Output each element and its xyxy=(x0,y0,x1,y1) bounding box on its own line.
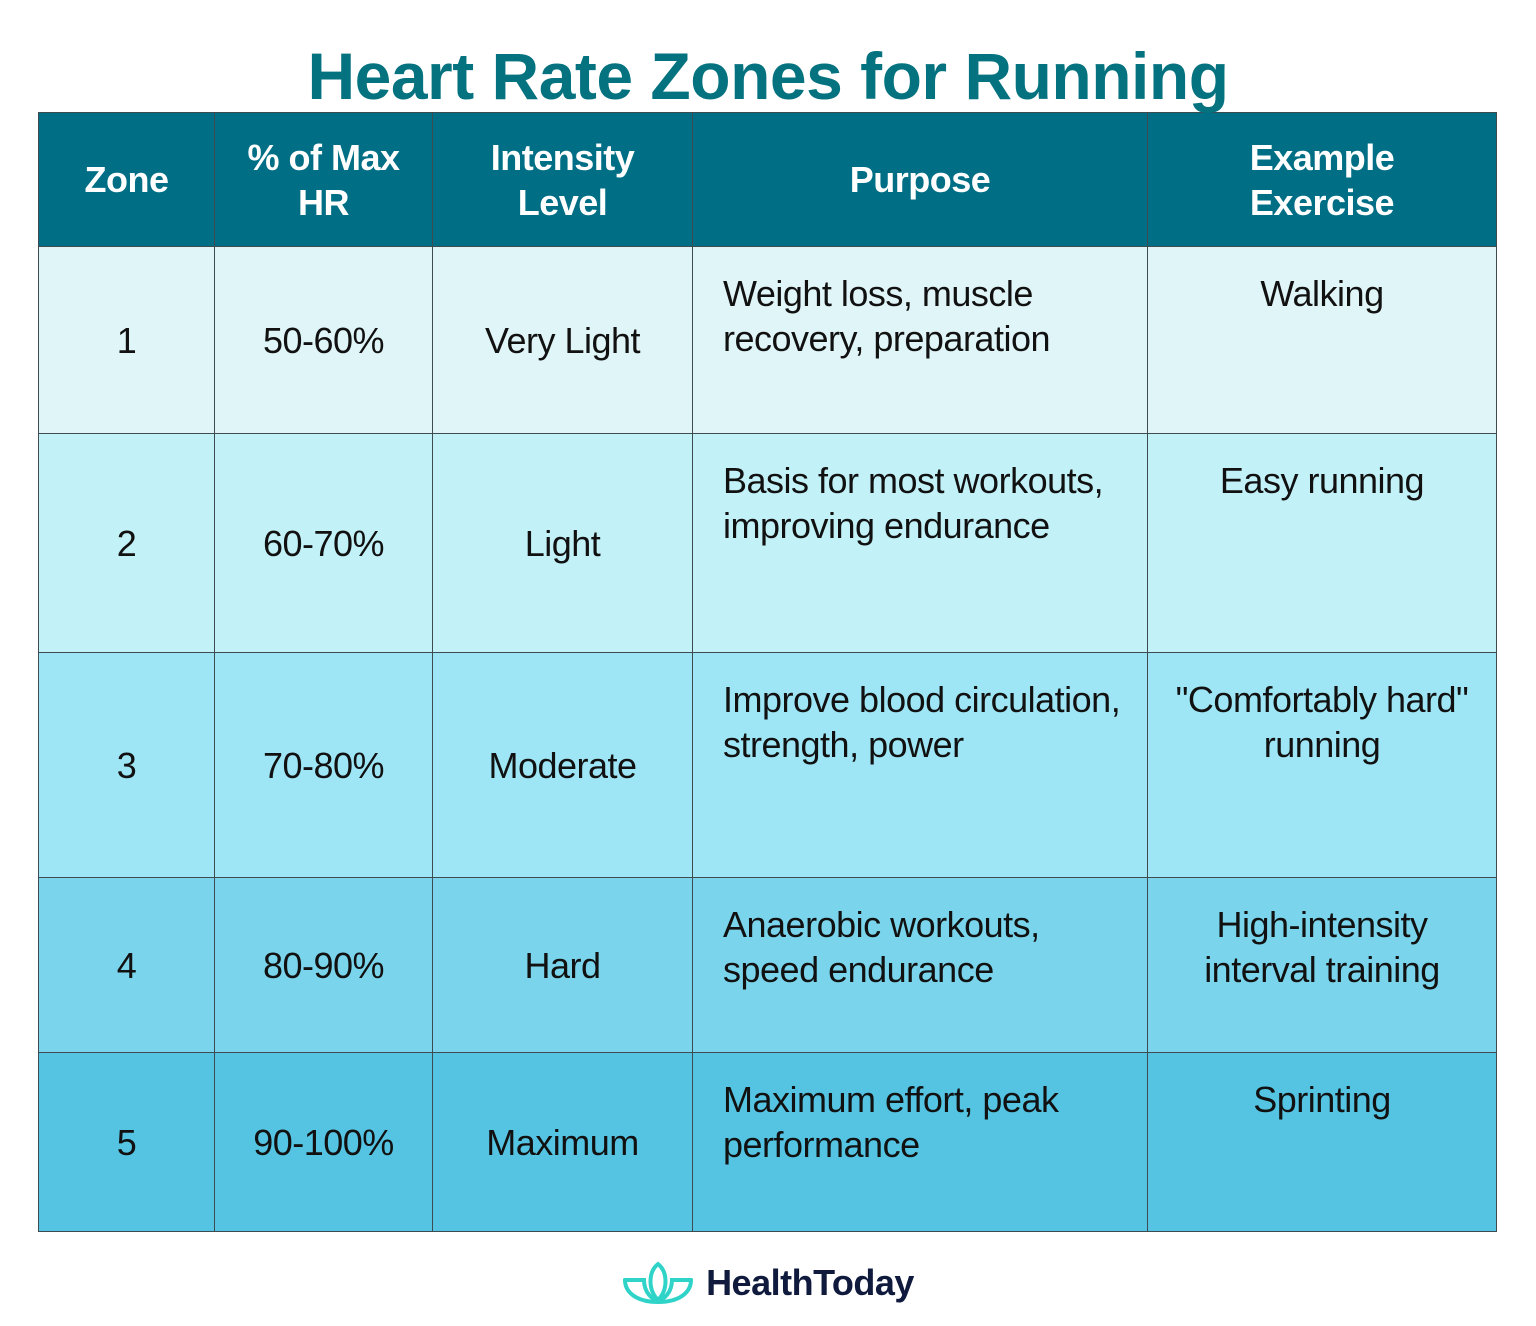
table-row: 1 50-60% Very Light Weight loss, muscle … xyxy=(38,246,1497,434)
intensity-cell: Hard xyxy=(432,877,693,1053)
example-cell: High-intensity interval training xyxy=(1147,877,1497,1053)
header-zone: Zone xyxy=(38,112,215,247)
header-intensity: Intensity Level xyxy=(432,112,693,247)
pct-cell: 80-90% xyxy=(214,877,433,1053)
example-cell: "Comfortably hard" running xyxy=(1147,652,1497,878)
table-row: 4 80-90% Hard Anaerobic workouts, speed … xyxy=(38,877,1497,1053)
table-row: 2 60-70% Light Basis for most workouts, … xyxy=(38,433,1497,653)
intensity-cell: Light xyxy=(432,433,693,653)
intensity-cell: Very Light xyxy=(432,246,693,434)
pct-cell: 60-70% xyxy=(214,433,433,653)
zone-cell: 2 xyxy=(38,433,215,653)
lotus-icon xyxy=(623,1261,694,1305)
purpose-cell: Improve blood circulation, strength, pow… xyxy=(692,652,1148,878)
zone-cell: 3 xyxy=(38,652,215,878)
table-row: 5 90-100% Maximum Maximum effort, peak p… xyxy=(38,1052,1497,1232)
example-cell: Walking xyxy=(1147,246,1497,434)
brand-logo: HealthToday xyxy=(0,1260,1536,1306)
example-cell: Sprinting xyxy=(1147,1052,1497,1232)
table-header-row: Zone % of Max HR Intensity Level Purpose… xyxy=(38,112,1497,247)
zone-cell: 4 xyxy=(38,877,215,1053)
intensity-cell: Maximum xyxy=(432,1052,693,1232)
zone-cell: 1 xyxy=(38,246,215,434)
intensity-cell: Moderate xyxy=(432,652,693,878)
heart-rate-zones-table: Zone % of Max HR Intensity Level Purpose… xyxy=(38,112,1497,1232)
purpose-cell: Maximum effort, peak performance xyxy=(692,1052,1148,1232)
example-cell: Easy running xyxy=(1147,433,1497,653)
header-pct-max-hr: % of Max HR xyxy=(214,112,433,247)
purpose-cell: Weight loss, muscle recovery, preparatio… xyxy=(692,246,1148,434)
table-row: 3 70-80% Moderate Improve blood circulat… xyxy=(38,652,1497,878)
header-purpose: Purpose xyxy=(692,112,1148,247)
pct-cell: 50-60% xyxy=(214,246,433,434)
brand-name: HealthToday xyxy=(706,1262,914,1303)
header-example: Example Exercise xyxy=(1147,112,1497,247)
purpose-cell: Anaerobic workouts, speed endurance xyxy=(692,877,1148,1053)
purpose-cell: Basis for most workouts, improving endur… xyxy=(692,433,1148,653)
pct-cell: 70-80% xyxy=(214,652,433,878)
page-title: Heart Rate Zones for Running xyxy=(307,39,1229,113)
pct-cell: 90-100% xyxy=(214,1052,433,1232)
zone-cell: 5 xyxy=(38,1052,215,1232)
